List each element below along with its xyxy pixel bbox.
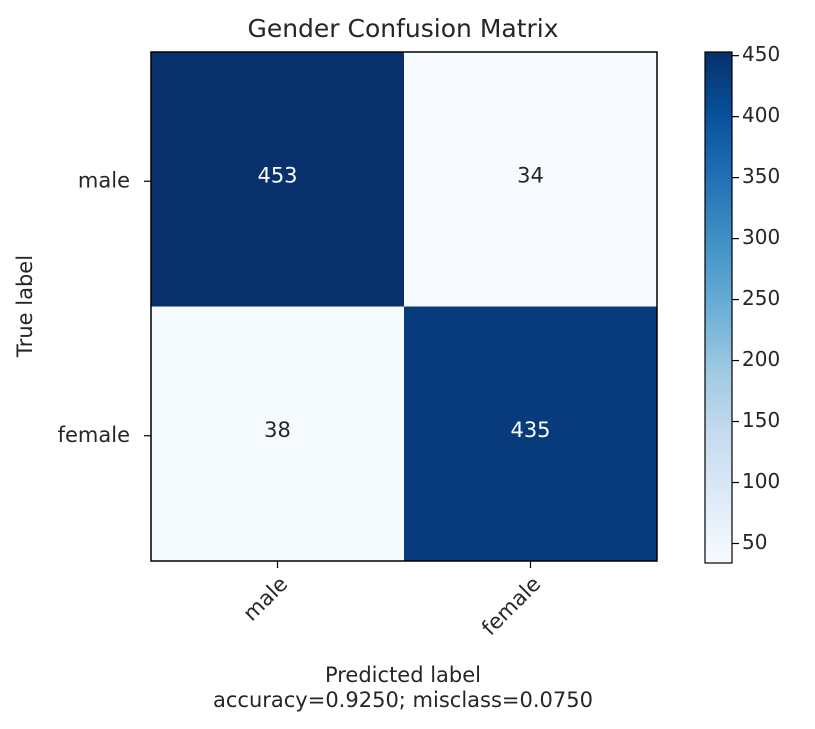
y-axis-label: True label	[13, 255, 37, 358]
cell-value-label: 453	[257, 163, 297, 187]
colorbar-tick-label: 250	[742, 286, 780, 310]
cell-value-label: 38	[264, 418, 291, 442]
heatmap-cell	[151, 306, 405, 562]
heatmap-cells	[151, 52, 658, 562]
colorbar-tick-label: 200	[742, 347, 780, 371]
colorbar	[704, 51, 733, 564]
colorbar-tick-label: 450	[742, 42, 780, 66]
colorbar-tick-label: 50	[742, 530, 767, 554]
x-tick-label: female	[477, 572, 545, 640]
y-tick-label: male	[78, 168, 130, 192]
plot-frame	[150, 51, 658, 562]
x-axis-label: Predicted label	[325, 663, 481, 687]
colorbar-tick-label: 300	[742, 225, 780, 249]
heatmap-cell	[404, 306, 658, 562]
x-axis-ticks: male female	[238, 561, 545, 640]
y-tick-label: female	[58, 423, 130, 447]
accuracy-subtitle: accuracy=0.9250; misclass=0.0750	[213, 688, 593, 712]
y-axis-ticks: male female	[58, 168, 151, 447]
chart-title: Gender Confusion Matrix	[247, 14, 558, 43]
colorbar-tick-label: 150	[742, 408, 780, 432]
colorbar-tick-label: 100	[742, 469, 780, 493]
colorbar-ticks: 50 100 150 200 250 300 350 400 450	[732, 42, 780, 554]
heatmap-cell-labels: 453 34 38 435	[257, 163, 550, 442]
colorbar-tick-label: 350	[742, 164, 780, 188]
heatmap-cell	[404, 52, 658, 307]
cell-value-label: 34	[517, 163, 544, 187]
cell-value-label: 435	[510, 418, 550, 442]
colorbar-tick-label: 400	[742, 103, 780, 127]
x-tick-label: male	[238, 572, 292, 626]
heatmap-cell	[151, 52, 405, 307]
